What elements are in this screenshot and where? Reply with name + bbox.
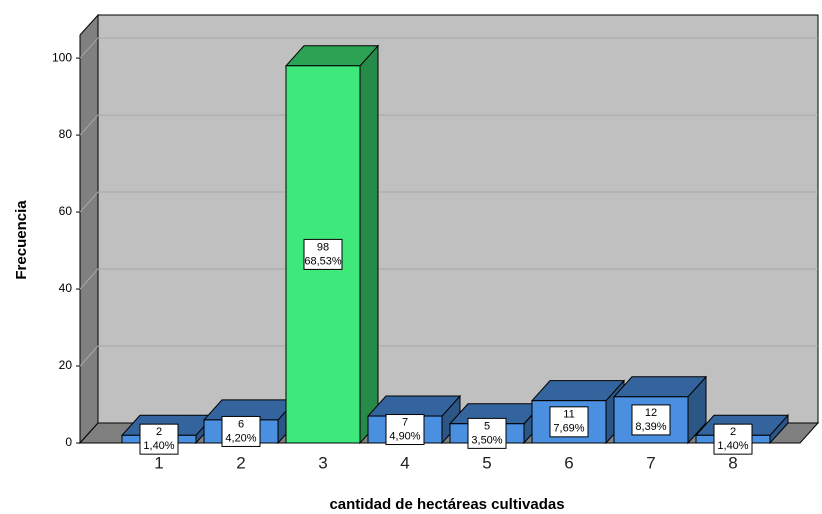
data-label-box xyxy=(139,423,179,455)
data-label-box xyxy=(631,404,671,436)
data-label-percent: 8,39% xyxy=(635,421,666,433)
y-tick-label: 40 xyxy=(59,281,73,295)
x-tick-label: 8 xyxy=(728,453,737,472)
x-tick-label: 7 xyxy=(646,453,655,472)
data-label-percent: 7,69% xyxy=(553,423,584,435)
data-label-percent: 4,90% xyxy=(389,430,420,442)
back-wall xyxy=(97,14,819,424)
y-tick-label: 60 xyxy=(59,204,73,218)
data-label-percent: 1,40% xyxy=(143,440,174,452)
data-label-box xyxy=(713,423,753,455)
data-label-percent: 4,20% xyxy=(225,432,256,444)
data-label-box xyxy=(303,238,343,270)
x-tick-label: 1 xyxy=(154,453,163,472)
x-axis-title: cantidad de hectáreas cultivadas xyxy=(329,496,564,513)
data-label-box xyxy=(221,415,261,447)
data-label: 5 xyxy=(484,420,490,432)
grid-line xyxy=(79,37,818,59)
data-label: 98 xyxy=(317,241,329,253)
grid-line xyxy=(79,268,818,290)
data-label-box xyxy=(467,417,507,449)
bar-side xyxy=(359,44,379,445)
x-tick-label: 4 xyxy=(400,453,409,472)
data-label-percent: 3,50% xyxy=(471,434,502,446)
data-label: 2 xyxy=(730,426,736,438)
data-label-percent: 1,40% xyxy=(717,440,748,452)
y-tick-label: 80 xyxy=(59,127,73,141)
x-tick-label: 6 xyxy=(564,453,573,472)
data-label-box xyxy=(549,406,589,438)
left-wall xyxy=(79,13,99,445)
data-label: 12 xyxy=(645,407,657,419)
data-label: 7 xyxy=(402,416,408,428)
grid-line xyxy=(79,345,818,367)
x-tick-label: 2 xyxy=(236,453,245,472)
grid-line xyxy=(79,114,818,136)
y-tick-label: 20 xyxy=(59,358,73,372)
y-tick-label: 0 xyxy=(65,435,72,449)
x-tick-label: 5 xyxy=(482,453,491,472)
data-label: 11 xyxy=(563,409,574,421)
data-label-box xyxy=(385,414,425,446)
data-label: 6 xyxy=(238,418,244,430)
data-label: 2 xyxy=(156,426,162,438)
y-tick-label: 100 xyxy=(52,50,72,64)
grid-line xyxy=(79,191,818,213)
x-tick-label: 3 xyxy=(318,453,327,472)
data-label-percent: 68,53% xyxy=(304,255,342,267)
y-axis-title: Frecuencia xyxy=(13,200,30,280)
